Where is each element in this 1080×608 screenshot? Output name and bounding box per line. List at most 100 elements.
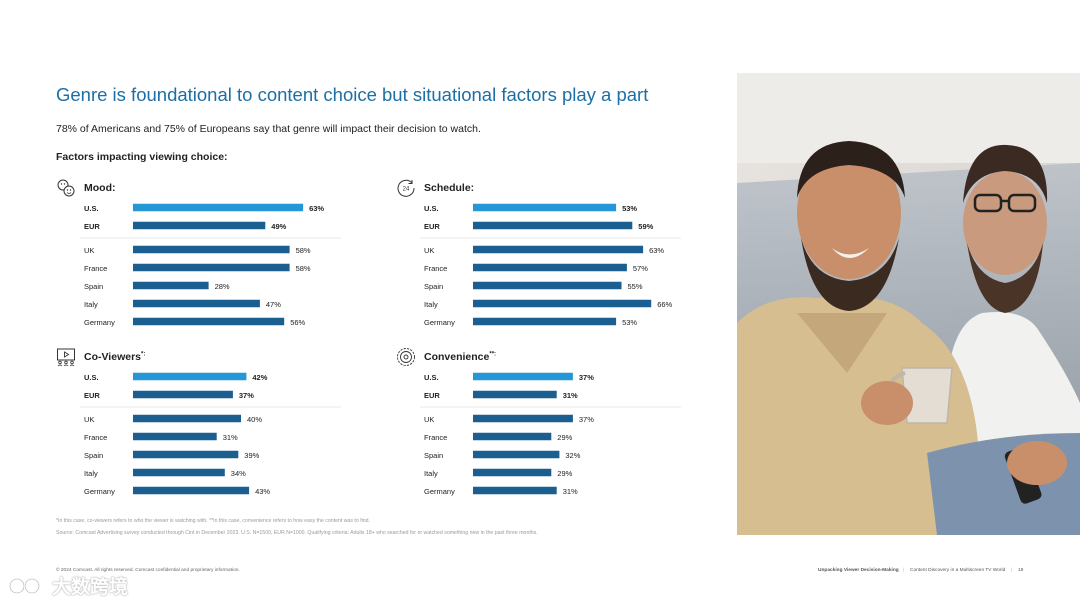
schedule-24-icon: 24 (396, 178, 416, 198)
bar (473, 221, 633, 230)
convenience-panel: Convenience**: U.S. 37% EUR 31% UK 37% France 2… (396, 347, 696, 507)
bar (473, 414, 573, 423)
category-label: Italy (84, 469, 98, 478)
panel-title: Co-Viewers*: (84, 351, 146, 363)
bar (133, 245, 290, 254)
value-label: 58% (296, 264, 311, 273)
value-label: 47% (266, 300, 281, 309)
category-label: Italy (424, 300, 438, 309)
bar (473, 450, 560, 459)
category-label: Germany (424, 318, 455, 327)
bar (133, 432, 217, 441)
value-label: 63% (649, 246, 664, 255)
value-label: 53% (622, 318, 637, 327)
bar (473, 468, 552, 477)
watermark-text: 大数跨境 (52, 577, 129, 598)
bar (133, 281, 209, 290)
co-viewers-panel: Co-Viewers*: U.S. 42% EUR 37% UK 40% France 31%… (56, 347, 356, 507)
value-label: 40% (247, 415, 262, 424)
category-label: Spain (424, 282, 443, 291)
value-label: 42% (252, 373, 267, 382)
category-label: France (424, 433, 447, 442)
category-label: Spain (84, 282, 103, 291)
value-label: 43% (255, 487, 270, 496)
two-men-laughing-photo (737, 73, 1080, 535)
co-viewers-tv-icon (56, 347, 76, 367)
page-title: Genre is foundational to content choice … (56, 84, 649, 105)
page-subtitle: 78% of Americans and 75% of Europeans sa… (56, 123, 481, 135)
category-label: France (84, 433, 107, 442)
co-viewers-bar-chart: U.S. 42% EUR 37% UK 40% France 31% Spain 39% Italy… (80, 372, 341, 496)
panel-title: Schedule: (424, 182, 475, 194)
footer-page-number: 18 (1018, 568, 1024, 573)
value-label: 66% (657, 300, 672, 309)
category-label: U.S. (84, 373, 99, 382)
category-label: France (84, 264, 107, 273)
bar (473, 486, 557, 495)
category-label: Germany (84, 487, 115, 496)
watermark-logo-icon (8, 574, 48, 598)
schedule-bar-chart: U.S. 53% EUR 59% UK 63% France 57% Spain 55% Italy… (420, 203, 681, 327)
bar (133, 263, 290, 272)
value-label: 59% (638, 222, 653, 231)
value-label: 58% (296, 246, 311, 255)
value-label: 37% (239, 391, 254, 400)
mood-panel: Mood: U.S. 63% EUR 49% UK 58% France 58% Spain 28… (56, 178, 356, 338)
panel-title: Mood: (84, 182, 116, 194)
bar (473, 203, 617, 212)
footer-divider: | (903, 568, 905, 573)
bar (133, 203, 304, 212)
category-label: UK (424, 246, 434, 255)
category-label: Spain (84, 451, 103, 460)
bar (133, 372, 247, 381)
bar (473, 281, 622, 290)
category-label: Germany (84, 318, 115, 327)
bar (473, 317, 617, 326)
mood-faces-icon (56, 178, 76, 198)
footer-copyright: © 2024 Comcast. All rights reserved. Com… (56, 568, 240, 573)
category-label: EUR (424, 391, 440, 400)
bar (133, 299, 260, 308)
category-label: Italy (84, 300, 98, 309)
bar (133, 390, 233, 399)
value-label: 37% (579, 373, 594, 382)
category-label: U.S. (84, 204, 99, 213)
bar (473, 299, 652, 308)
value-label: 49% (271, 222, 286, 231)
schedule-panel: 24 Schedule: U.S. 53% EUR 59% UK 63% France 57%… (396, 178, 696, 338)
category-label: EUR (424, 222, 440, 231)
value-label: 31% (563, 487, 578, 496)
footer-doc-title: Content Discovery in a Multiscreen TV Wo… (910, 568, 1006, 573)
category-label: EUR (84, 222, 100, 231)
svg-text:24: 24 (403, 187, 410, 193)
value-label: 57% (633, 264, 648, 273)
value-label: 32% (565, 451, 580, 460)
category-label: France (424, 264, 447, 273)
bar (473, 372, 573, 381)
value-label: 55% (628, 282, 643, 291)
bar (473, 432, 552, 441)
bar (133, 486, 250, 495)
category-label: U.S. (424, 373, 439, 382)
footnote-definitions: *In this case, co-viewers refers to who … (56, 518, 370, 524)
category-label: U.S. (424, 204, 439, 213)
bar (133, 450, 239, 459)
footnote-source: Source: Comcast Advertising survey condu… (56, 530, 538, 536)
value-label: 39% (244, 451, 259, 460)
panel-title: Convenience**: (424, 351, 497, 363)
category-label: Germany (424, 487, 455, 496)
factors-heading: Factors impacting viewing choice: (56, 151, 228, 163)
bar (133, 414, 241, 423)
convenience-gear-icon (396, 347, 416, 367)
footer-section: Unpacking Viewer Decision-Making (818, 568, 899, 573)
category-label: Italy (424, 469, 438, 478)
value-label: 53% (622, 204, 637, 213)
category-label: UK (84, 415, 94, 424)
bar (473, 390, 557, 399)
bar (133, 221, 266, 230)
value-label: 63% (309, 204, 324, 213)
bar (473, 263, 627, 272)
category-label: UK (84, 246, 94, 255)
category-label: UK (424, 415, 434, 424)
value-label: 31% (563, 391, 578, 400)
